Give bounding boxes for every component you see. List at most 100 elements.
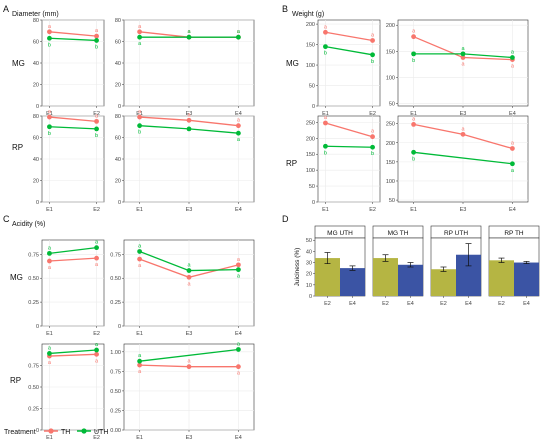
x-tick-label: E3: [460, 111, 467, 117]
y-tick-label: 60: [33, 136, 39, 142]
panel-letter-a: A: [3, 4, 9, 14]
legend-th-label: TH: [61, 429, 70, 436]
y-tick-label: 0.50: [110, 276, 121, 282]
y-tick-label: 100: [386, 179, 395, 185]
data-point-uth: [94, 38, 99, 43]
series-line-th: [49, 257, 97, 262]
panel-letter-d: D: [282, 214, 289, 224]
significance-letter: a: [461, 126, 465, 132]
y-tick-label: 0.75: [28, 364, 39, 370]
y-tick-label: 0.25: [110, 408, 121, 414]
y-tick-label: 0.50: [28, 385, 39, 391]
row-label-rp-b: RP: [286, 159, 297, 168]
y-tick-label: 0.50: [110, 389, 121, 395]
data-point-th: [94, 351, 99, 357]
significance-letter: a: [138, 353, 142, 359]
y-tick-label: 40: [115, 61, 121, 67]
y-tick-label: 0.75: [110, 369, 121, 375]
y-tick-label: 20: [306, 272, 312, 278]
y-tick-label: 60: [33, 40, 39, 46]
panel-c-ylabel: Acidity (%): [12, 221, 45, 228]
y-tick-label: 0: [36, 428, 39, 434]
data-point-th: [323, 120, 328, 126]
y-axis-label: Juiciness (%): [294, 248, 301, 287]
strip-title: RP TH: [504, 230, 524, 237]
significance-letter: a: [48, 24, 52, 30]
series-line-uth: [49, 37, 97, 42]
y-tick-label: 50: [389, 198, 395, 204]
data-point-th: [137, 362, 143, 368]
y-tick-label: 0.25: [28, 407, 39, 413]
series-line-uth: [49, 126, 97, 130]
strip-title: MG TH: [388, 230, 409, 237]
data-point-th: [47, 29, 52, 35]
significance-letter: a: [95, 358, 99, 364]
bar-e2: [431, 269, 456, 296]
x-tick-label: E1: [136, 111, 143, 117]
y-tick-label: 0.50: [28, 276, 39, 282]
series-line-th: [49, 31, 97, 37]
x-tick-label: E3: [186, 435, 193, 440]
significance-letter: a: [187, 112, 191, 118]
significance-letter: a: [237, 137, 241, 143]
y-tick-label: 30: [306, 261, 312, 267]
y-tick-label: 150: [386, 160, 395, 166]
data-point-uth: [411, 149, 416, 155]
bar-e4: [340, 268, 365, 296]
y-tick-label: 100: [306, 63, 315, 69]
data-point-uth: [47, 351, 52, 356]
data-point-uth: [94, 347, 99, 353]
significance-letter: a: [237, 29, 241, 35]
data-point-uth: [236, 267, 241, 273]
y-tick-label: 80: [115, 114, 121, 120]
row-label-mg-a: MG: [12, 59, 25, 68]
data-point-uth: [137, 34, 143, 40]
significance-letter: a: [187, 29, 191, 35]
y-tick-label: 80: [33, 114, 39, 120]
data-point-th: [370, 38, 375, 43]
significance-letter: a: [461, 62, 465, 68]
data-point-uth: [510, 55, 515, 60]
data-point-uth: [94, 245, 99, 251]
data-point-uth: [137, 249, 143, 254]
x-tick-label: E4: [235, 207, 242, 213]
x-tick-label: E2: [93, 331, 100, 337]
y-tick-label: 250: [386, 122, 395, 128]
significance-letter: a: [48, 360, 52, 366]
data-point-uth: [137, 358, 143, 364]
y-tick-label: 20: [115, 83, 121, 89]
y-tick-label: 100: [386, 75, 395, 81]
y-tick-label: 0: [118, 104, 121, 110]
x-tick-label: E2: [93, 435, 100, 440]
significance-letter: a: [237, 274, 241, 280]
data-point-uth: [186, 268, 192, 273]
significance-letter: a: [511, 64, 515, 70]
x-tick-label: E3: [186, 111, 193, 117]
x-tick-label: E3: [186, 207, 193, 213]
x-tick-label: E4: [465, 301, 472, 307]
data-point-th: [47, 114, 52, 120]
data-point-th: [411, 34, 416, 40]
data-point-th: [186, 364, 192, 370]
data-point-uth: [47, 250, 52, 256]
data-point-th: [411, 122, 416, 127]
y-tick-label: 250: [306, 120, 315, 126]
chart-panels: 0 20 40 60 80 E1 E2 a a b b 0 20 40 60 80 E1 E3 E4 a a a a a a 0 2…: [28, 18, 540, 440]
bar-e2: [489, 260, 514, 296]
y-tick-label: 50: [309, 84, 315, 90]
row-label-mg-c: MG: [10, 273, 23, 282]
significance-letter: a: [95, 342, 99, 348]
row-label-rp-a: RP: [12, 143, 23, 152]
x-tick-label: E4: [509, 111, 516, 117]
y-tick-label: 0: [118, 324, 121, 330]
series-line-uth: [139, 348, 239, 362]
bar-e4: [398, 264, 423, 296]
y-tick-label: 100: [306, 168, 315, 174]
y-tick-label: 50: [389, 101, 395, 107]
y-tick-label: 20: [33, 83, 39, 89]
significance-letter: a: [48, 345, 52, 351]
significance-letter: a: [187, 263, 191, 269]
significance-letter: a: [511, 168, 515, 174]
significance-letter: a: [412, 29, 416, 35]
y-tick-label: 60: [115, 136, 121, 142]
